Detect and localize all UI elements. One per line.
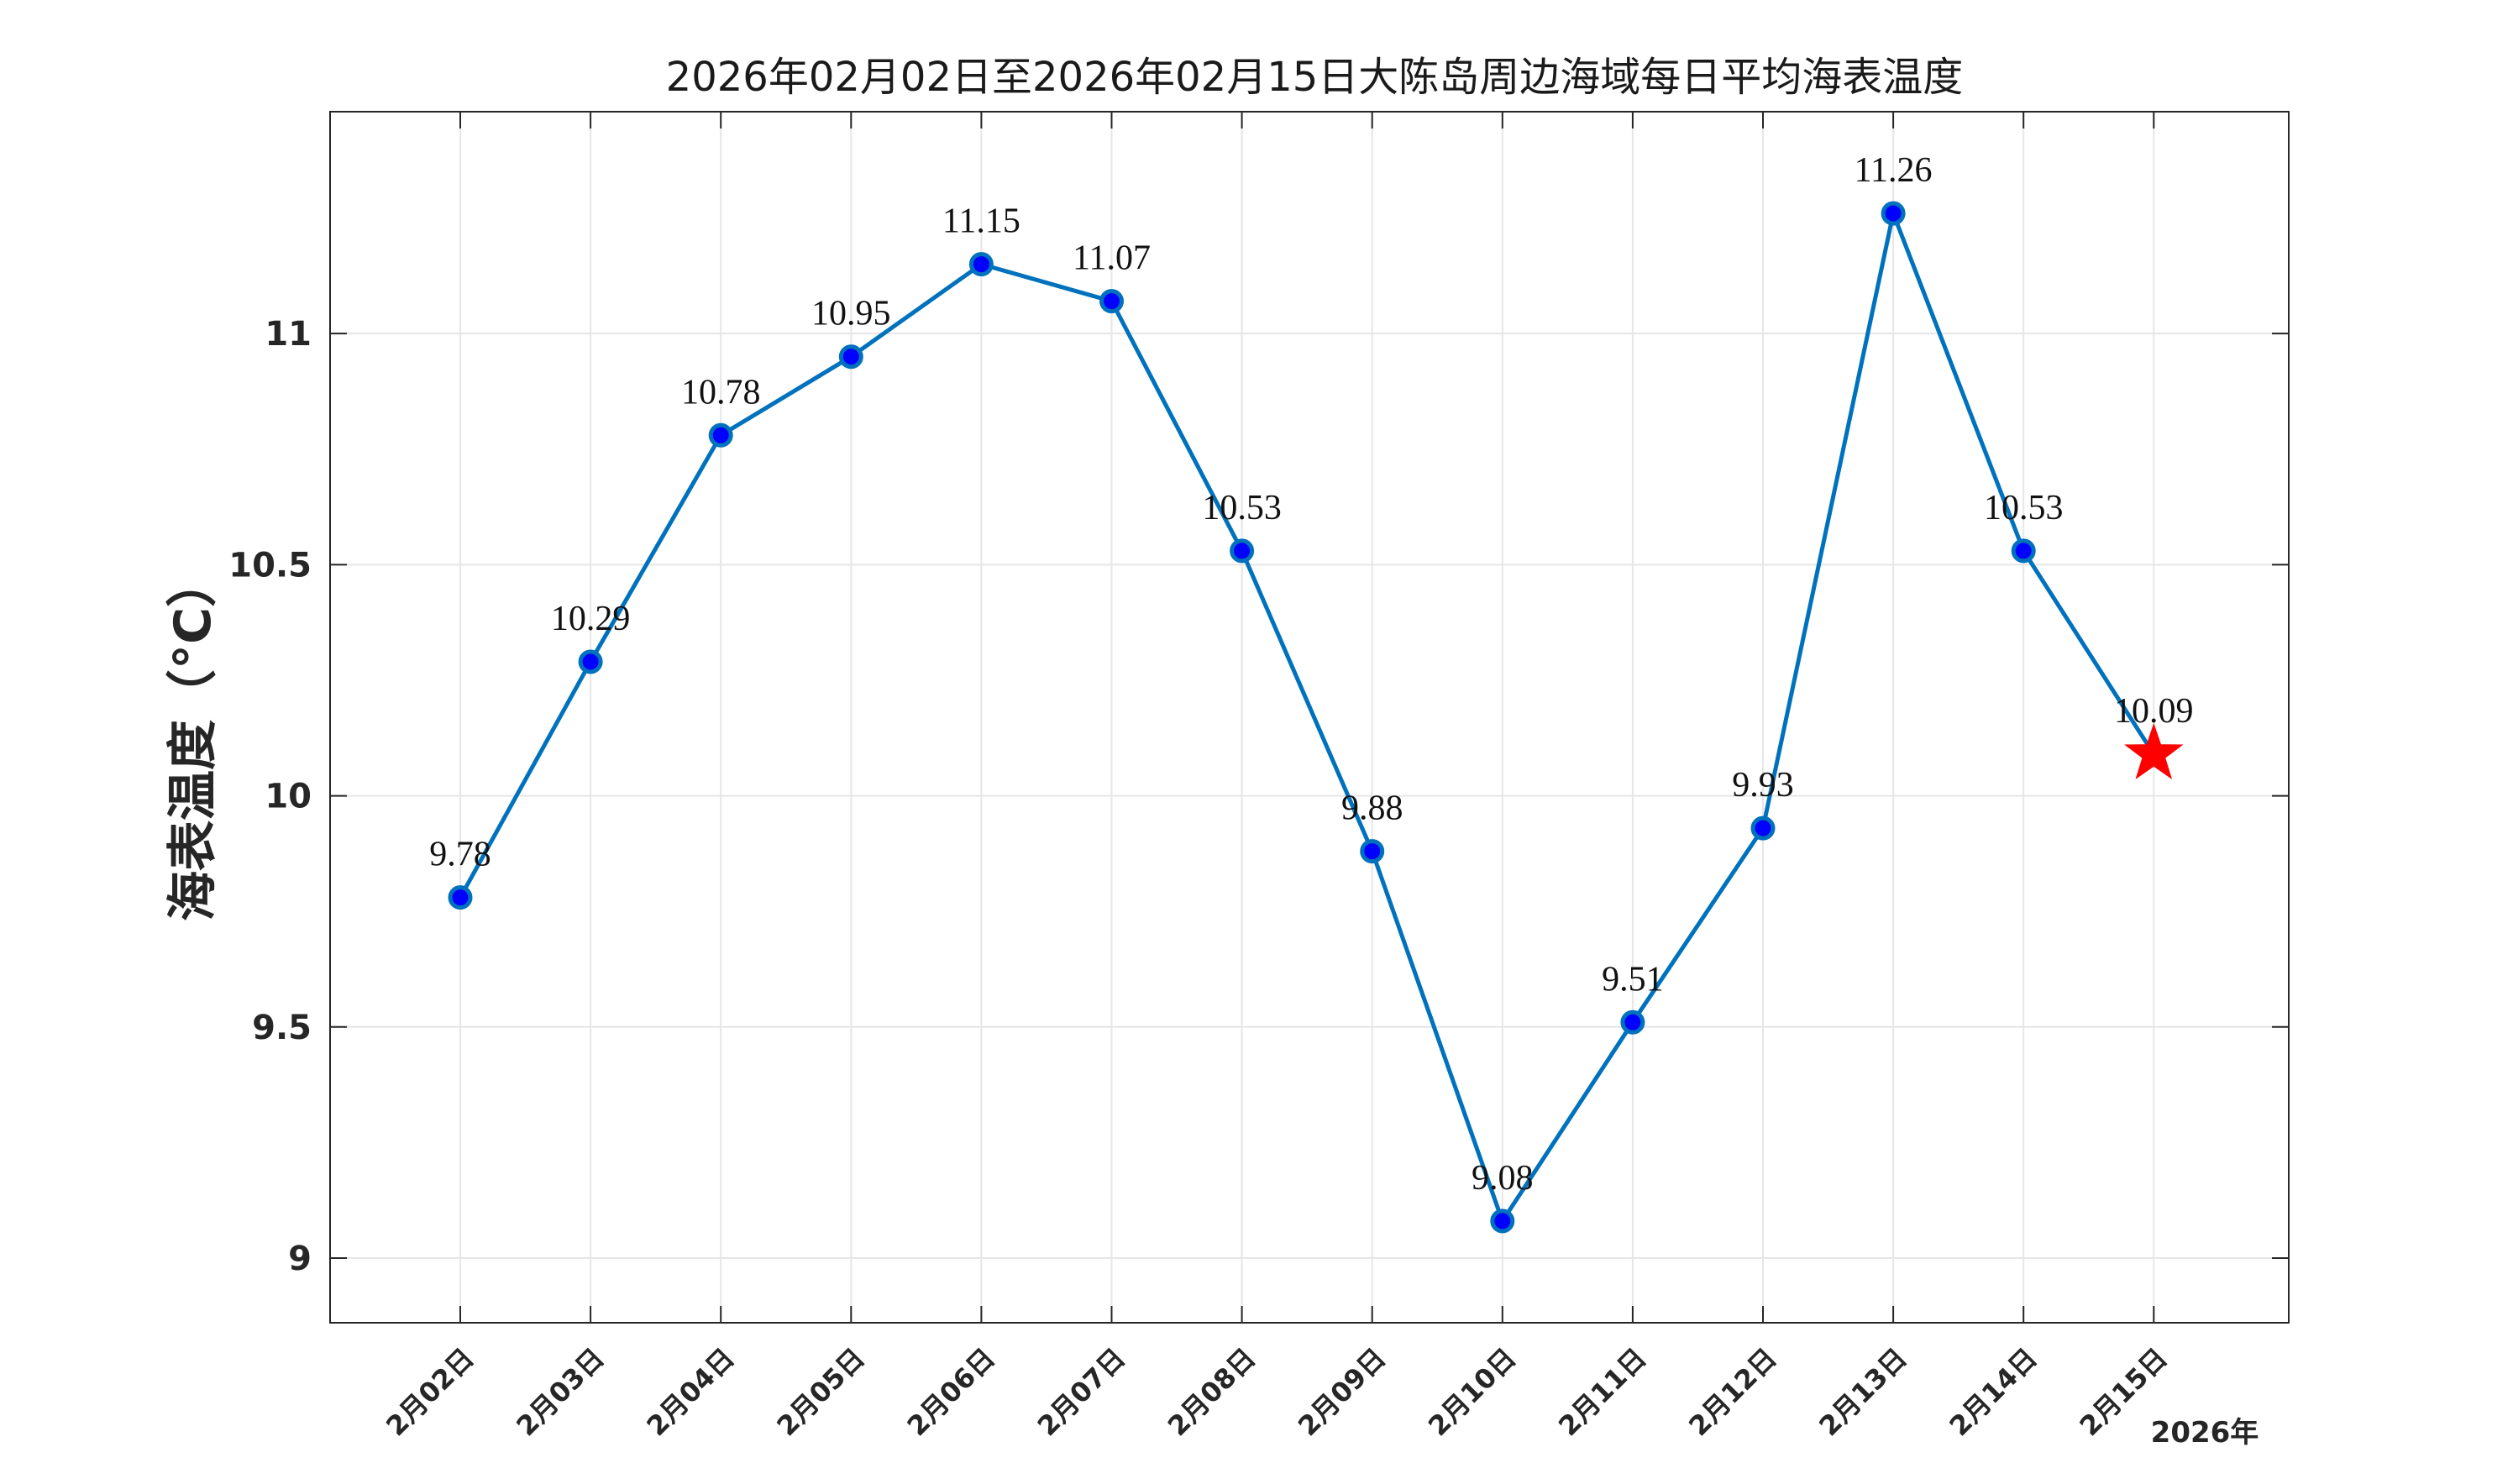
data-label: 10.78	[681, 373, 761, 412]
x-tick-label: 2月02日	[380, 1342, 480, 1442]
y-axis-label: 海表温度（°C）	[164, 557, 223, 921]
data-label: 11.26	[1855, 151, 1933, 190]
data-point-marker	[1490, 1209, 1515, 1234]
data-label: 10.29	[551, 600, 631, 638]
x-tick-label: 2月09日	[1292, 1342, 1392, 1442]
data-label: 9.93	[1732, 766, 1794, 805]
data-point-marker	[578, 649, 603, 674]
data-point-marker	[1881, 201, 1906, 226]
y-tick-label: 11	[265, 315, 312, 354]
y-tick-label: 9.5	[252, 1009, 312, 1047]
data-point-marker	[1750, 815, 1776, 841]
x-tick-label: 2月12日	[1682, 1342, 1782, 1442]
data-point-marker	[968, 252, 994, 277]
x-tick-label: 2月13日	[1813, 1342, 1912, 1442]
data-label: 10.53	[1984, 489, 2064, 527]
temperature-series	[448, 201, 2184, 1234]
grid-lines	[330, 112, 2289, 1323]
data-label: 10.95	[811, 295, 891, 333]
plot-area-frame	[329, 111, 2290, 1324]
data-point-marker	[2011, 538, 2036, 564]
y-axis-ticks: 9 9.5 10 10.5 11	[228, 315, 2289, 1278]
x-tick-label: 2月10日	[1422, 1342, 1522, 1442]
x-tick-label: 2月04日	[640, 1342, 740, 1442]
x-tick-label: 2月06日	[901, 1342, 1001, 1442]
data-point-marker	[838, 344, 863, 370]
chart-title: 2026年02月02日至2026年02月15日大陈岛周边海域每日平均海表温度	[666, 54, 1964, 101]
data-point-marker	[1620, 1009, 1645, 1035]
x-tick-label: 2月08日	[1162, 1342, 1262, 1442]
x-tick-label: 2月05日	[771, 1342, 871, 1442]
x-tick-label: 2月07日	[1031, 1342, 1131, 1442]
y-tick-label: 10	[265, 778, 312, 816]
year-label: 2026年	[2151, 1416, 2259, 1450]
x-tick-label: 2月03日	[510, 1342, 610, 1442]
data-label: 11.15	[942, 202, 1020, 241]
data-label: 9.08	[1472, 1159, 1534, 1198]
data-label: 9.51	[1602, 960, 1664, 999]
data-label: 9.88	[1341, 789, 1403, 828]
data-point-marker	[1230, 538, 1255, 564]
x-tick-label: 2月11日	[1552, 1342, 1652, 1442]
x-tick-label: 2月14日	[1943, 1342, 2043, 1442]
data-label: 10.53	[1202, 489, 1282, 527]
y-tick-label: 10.5	[228, 546, 312, 585]
latest-value-star-marker	[2124, 722, 2184, 779]
data-point-marker	[448, 885, 473, 910]
data-label: 11.07	[1073, 239, 1151, 278]
data-labels: 9.78 10.29 10.78 10.95 11.15 11.07 10.53 9.88 9.…	[429, 151, 2193, 1198]
y-tick-label: 9	[288, 1240, 312, 1278]
data-point-marker	[708, 422, 733, 448]
data-label: 9.78	[429, 836, 491, 874]
series-line	[458, 211, 2156, 1224]
data-label: 10.09	[2114, 692, 2194, 731]
data-point-marker	[1099, 289, 1124, 314]
data-point-marker	[1360, 839, 1385, 864]
x-axis-ticks: 2月02日 2月03日 2月04日 2月05日 2月06日 2月07日 2月08日 2月09日…	[380, 112, 2174, 1442]
